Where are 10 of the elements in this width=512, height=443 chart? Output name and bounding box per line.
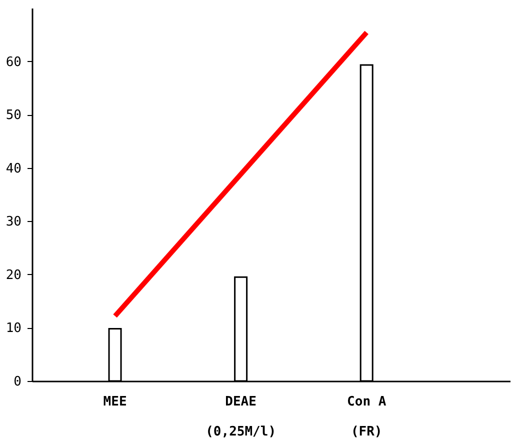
y-tick-label: 60 <box>6 54 22 70</box>
y-tick-label: 30 <box>6 214 22 230</box>
x-tick-label: Con A (FR) <box>347 394 386 440</box>
x-tick-label: DEAE (0,25M/l) <box>206 394 276 440</box>
y-tick-label: 10 <box>6 321 22 336</box>
y-tick-label: 40 <box>6 161 22 176</box>
y-tick-label: 20 <box>6 268 22 283</box>
y-tick-label: 50 <box>6 108 22 124</box>
y-tick-label: 0 <box>14 374 22 390</box>
x-tick-label: MEE <box>103 394 127 410</box>
